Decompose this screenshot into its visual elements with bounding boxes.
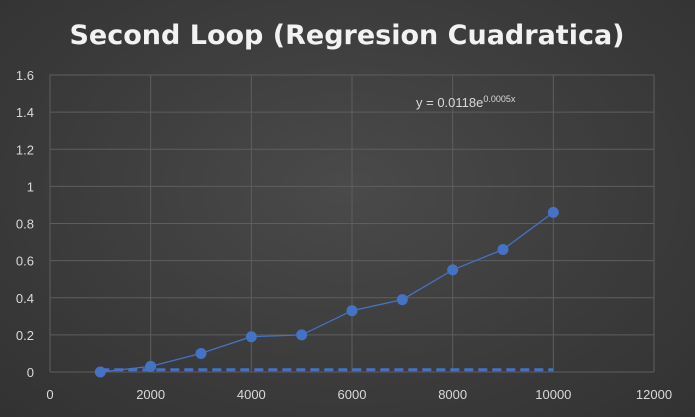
data-point xyxy=(94,366,106,378)
y-tick-label: 0.6 xyxy=(16,254,34,269)
data-point xyxy=(195,347,207,359)
y-tick-label: 1.2 xyxy=(16,142,34,157)
data-point xyxy=(447,264,459,276)
x-tick-label: 8000 xyxy=(438,387,467,402)
x-tick-label: 2000 xyxy=(136,387,165,402)
y-tick-label: 1.4 xyxy=(16,105,34,120)
data-points xyxy=(94,206,559,378)
x-axis-ticks: 0 2000 4000 6000 8000 10000 12000 xyxy=(46,387,672,402)
chart-title: Second Loop (Regresion Cuadratica) xyxy=(69,20,624,51)
trendline-equation: y = 0.0118e0.0005x xyxy=(416,94,516,110)
data-point xyxy=(547,206,559,218)
data-point xyxy=(497,243,509,255)
data-point xyxy=(145,360,157,372)
y-tick-label: 1 xyxy=(27,179,34,194)
x-tick-label: 0 xyxy=(46,387,53,402)
y-tick-label: 0.2 xyxy=(16,328,34,343)
x-tick-label: 10000 xyxy=(535,387,571,402)
equation-exponent: 0.0005x xyxy=(483,94,516,104)
data-point xyxy=(346,305,358,317)
data-point xyxy=(296,329,308,341)
y-tick-label: 0.4 xyxy=(16,291,34,306)
y-tick-label: 0 xyxy=(27,365,34,380)
gridlines xyxy=(49,74,655,373)
y-axis-ticks: 0 0.2 0.4 0.6 0.8 1 1.2 1.4 1.6 xyxy=(16,68,34,380)
x-tick-label: 12000 xyxy=(636,387,672,402)
data-point xyxy=(396,294,408,306)
y-tick-label: 1.6 xyxy=(16,68,34,83)
y-tick-label: 0.8 xyxy=(16,217,34,232)
series-line xyxy=(100,211,554,373)
x-tick-label: 6000 xyxy=(338,387,367,402)
equation-base: y = 0.0118e xyxy=(416,95,483,110)
x-tick-label: 4000 xyxy=(237,387,266,402)
data-point xyxy=(245,331,257,343)
